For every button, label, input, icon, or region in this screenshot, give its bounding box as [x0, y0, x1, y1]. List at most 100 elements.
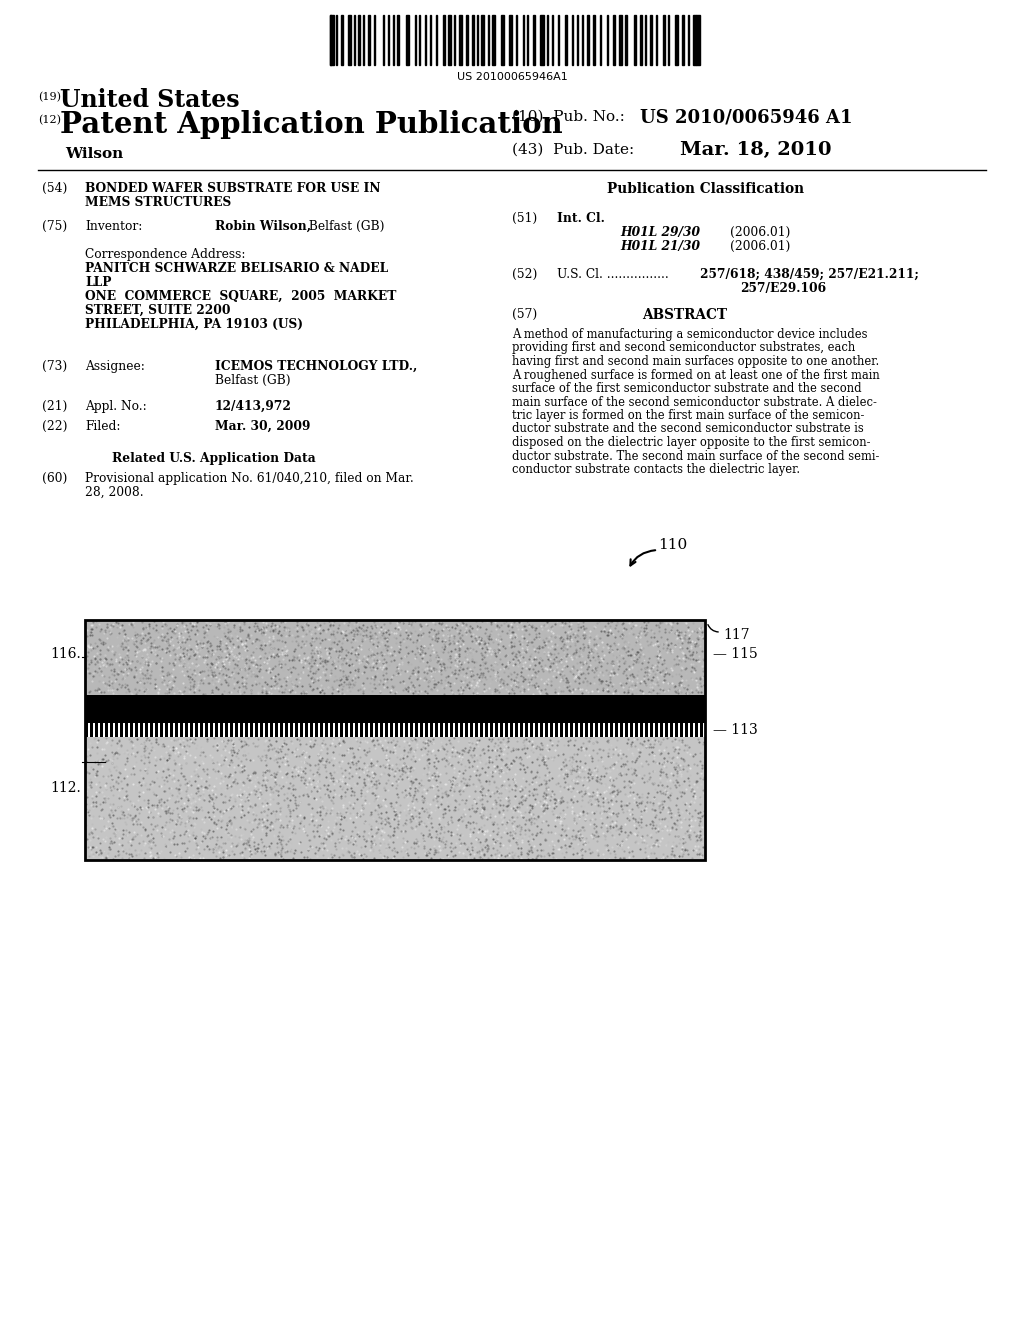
Text: 257/618; 438/459; 257/E21.211;: 257/618; 438/459; 257/E21.211; — [700, 268, 919, 281]
Bar — [466, 15, 468, 65]
Text: 257/E29.106: 257/E29.106 — [740, 282, 826, 294]
Bar — [285, 723, 288, 737]
Bar — [195, 723, 198, 737]
Bar — [455, 723, 458, 737]
Bar — [110, 723, 113, 737]
Bar — [682, 15, 684, 65]
Text: conductor substrate contacts the dielectric layer.: conductor substrate contacts the dielect… — [512, 463, 800, 477]
Bar — [406, 15, 409, 65]
Text: main surface of the second semiconductor substrate. A dielec-: main surface of the second semiconductor… — [512, 396, 877, 408]
Text: Appl. No.:: Appl. No.: — [85, 400, 146, 413]
Text: Related U.S. Application Data: Related U.S. Application Data — [112, 451, 315, 465]
Text: ductor substrate and the second semiconductor substrate is: ductor substrate and the second semicond… — [512, 422, 864, 436]
Bar — [340, 723, 343, 737]
Bar — [472, 15, 474, 65]
Bar — [395, 723, 398, 737]
Bar — [435, 723, 438, 737]
Text: Publication Classification: Publication Classification — [607, 182, 804, 195]
Bar — [560, 723, 563, 737]
Bar — [630, 723, 633, 737]
Text: providing first and second semiconductor substrates, each: providing first and second semiconductor… — [512, 342, 855, 355]
Bar — [540, 723, 543, 737]
Bar — [358, 15, 360, 65]
Text: H01L 21/30: H01L 21/30 — [620, 240, 700, 253]
Bar — [565, 723, 568, 737]
Text: surface of the first semiconductor substrate and the second: surface of the first semiconductor subst… — [512, 381, 861, 395]
Text: (2006.01): (2006.01) — [730, 226, 791, 239]
Bar — [610, 723, 613, 737]
Bar — [680, 723, 683, 737]
Bar — [690, 723, 693, 737]
Text: disposed on the dielectric layer opposite to the first semicon-: disposed on the dielectric layer opposit… — [512, 436, 870, 449]
Bar — [410, 723, 413, 737]
Bar — [600, 723, 603, 737]
Text: (12): (12) — [38, 115, 61, 125]
Text: (21): (21) — [42, 400, 68, 413]
Bar — [443, 15, 445, 65]
Bar — [85, 620, 705, 696]
Bar — [150, 723, 153, 737]
Bar — [535, 723, 538, 737]
Bar — [618, 15, 622, 65]
Bar — [550, 723, 553, 737]
Bar — [420, 723, 423, 737]
Bar — [300, 723, 303, 737]
Bar — [95, 723, 98, 737]
Bar — [355, 723, 358, 737]
Bar — [160, 723, 163, 737]
Text: MEMS STRUCTURES: MEMS STRUCTURES — [85, 195, 231, 209]
Bar — [368, 15, 370, 65]
Bar — [465, 723, 468, 737]
Bar — [170, 723, 173, 737]
Bar — [495, 723, 498, 737]
Bar — [505, 723, 508, 737]
Bar — [360, 723, 362, 737]
Bar — [480, 723, 483, 737]
Bar — [525, 723, 528, 737]
Text: (57): (57) — [512, 308, 538, 321]
Bar — [685, 723, 688, 737]
Text: 28, 2008.: 28, 2008. — [85, 486, 143, 499]
Bar — [290, 723, 293, 737]
Bar — [385, 723, 388, 737]
Bar — [85, 696, 705, 723]
Text: 117: 117 — [723, 628, 750, 642]
Bar — [85, 723, 88, 737]
Bar — [515, 723, 518, 737]
Bar — [210, 723, 213, 737]
Bar — [250, 723, 253, 737]
Text: ductor substrate. The second main surface of the second semi-: ductor substrate. The second main surfac… — [512, 450, 880, 462]
Bar — [640, 723, 643, 737]
Bar — [335, 723, 338, 737]
Bar — [460, 723, 463, 737]
Text: Belfast (GB): Belfast (GB) — [215, 374, 291, 387]
Bar — [295, 723, 298, 737]
Text: (75): (75) — [42, 220, 68, 234]
Text: STREET, SUITE 2200: STREET, SUITE 2200 — [85, 304, 230, 317]
Bar — [575, 723, 578, 737]
Bar — [370, 723, 373, 737]
Bar — [620, 723, 623, 737]
Bar — [375, 723, 378, 737]
Text: tric layer is formed on the first main surface of the semicon-: tric layer is formed on the first main s… — [512, 409, 864, 422]
Bar — [155, 723, 158, 737]
Text: (43)  Pub. Date:: (43) Pub. Date: — [512, 143, 634, 157]
Bar — [675, 15, 678, 65]
Bar — [440, 723, 443, 737]
Bar — [587, 15, 589, 65]
Bar — [530, 723, 534, 737]
Text: PHILADELPHIA, PA 19103 (US): PHILADELPHIA, PA 19103 (US) — [85, 318, 303, 331]
Bar — [105, 723, 108, 737]
Bar — [180, 723, 183, 737]
Bar — [365, 723, 368, 737]
Bar — [205, 723, 208, 737]
Bar — [585, 723, 588, 737]
Bar — [234, 723, 238, 737]
Bar — [425, 723, 428, 737]
Bar — [500, 723, 503, 737]
Text: ICEMOS TECHNOLOGY LTD.,: ICEMOS TECHNOLOGY LTD., — [215, 360, 418, 374]
Bar — [345, 723, 348, 737]
Bar — [140, 723, 143, 737]
Bar — [430, 723, 433, 737]
Bar — [655, 723, 658, 737]
